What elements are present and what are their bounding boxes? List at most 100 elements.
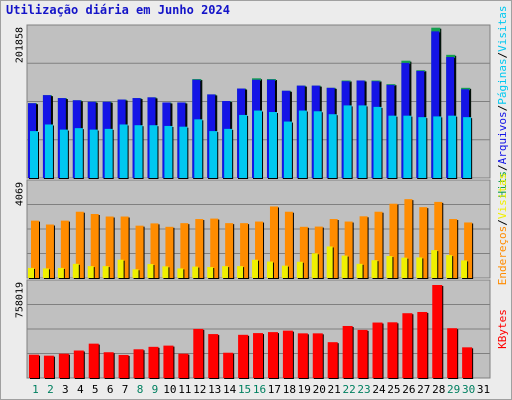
- bar-pages: [418, 117, 427, 178]
- bar-pages: [328, 114, 337, 178]
- bar-kbytes: [133, 349, 144, 378]
- bar-kbytes: [402, 313, 413, 378]
- bar-kbytes: [43, 355, 54, 378]
- x-tick-label: 8: [137, 383, 144, 396]
- bar-pages: [74, 128, 83, 178]
- bar-visits: [374, 211, 383, 278]
- bar-kbytes: [148, 346, 159, 378]
- legend-entry: Páginas: [496, 58, 509, 104]
- bar-pages: [89, 129, 98, 178]
- x-tick-label: 17: [268, 383, 281, 396]
- bar-pages: [433, 116, 442, 178]
- bar-visits: [389, 203, 398, 278]
- x-tick-label: 21: [328, 383, 341, 396]
- legend-entry: Visitas: [496, 5, 509, 51]
- bar-visits: [225, 223, 234, 278]
- right-legend-top: Hits/Arquivos/Páginas/Visitas: [496, 5, 509, 197]
- bar-kbytes: [387, 322, 398, 378]
- bar-addresses: [446, 255, 453, 278]
- bar-kbytes: [193, 328, 204, 378]
- bar-kbytes: [267, 332, 278, 378]
- bar-visits: [269, 206, 278, 278]
- bar-visits: [90, 214, 99, 278]
- bar-pages: [343, 105, 352, 178]
- bar-addresses: [132, 269, 139, 278]
- right-legend-middle: Endereços/Visitas: [496, 173, 509, 286]
- x-tick-label: 11: [178, 383, 191, 396]
- bar-visits: [434, 201, 443, 278]
- bar-addresses: [416, 257, 423, 278]
- bar-kbytes: [73, 350, 84, 378]
- bar-kbytes: [447, 328, 458, 378]
- bar-kbytes: [372, 322, 383, 378]
- bar-pages: [30, 131, 38, 178]
- bar-kbytes: [118, 354, 129, 378]
- chart-title: Utilização diária em Junho 2024: [6, 3, 230, 17]
- x-tick-label: 31: [477, 383, 490, 396]
- x-tick-label: 24: [372, 383, 386, 396]
- bar-pages: [298, 110, 307, 178]
- bar-pages: [403, 115, 412, 178]
- bar-visits: [419, 207, 428, 278]
- x-tick-label: 20: [313, 383, 326, 396]
- bar-kbytes: [103, 352, 114, 378]
- bar-addresses: [177, 268, 184, 278]
- x-tick-label: 14: [223, 383, 237, 396]
- y-tick-label-bottom: 758019: [15, 282, 26, 318]
- legend-entry: Endereços: [496, 226, 509, 286]
- bar-addresses: [237, 266, 244, 278]
- x-tick-label: 5: [92, 383, 99, 396]
- bar-pages: [149, 125, 158, 178]
- bar-kbytes: [58, 353, 69, 378]
- y-tick-label-top: 201858: [15, 27, 26, 63]
- bar-addresses: [162, 266, 169, 278]
- legend-entry: Arquivos: [496, 111, 509, 164]
- bar-pages: [164, 125, 173, 178]
- bar-addresses: [401, 257, 408, 278]
- legend-entry: /: [496, 52, 509, 59]
- bar-pages: [119, 124, 128, 178]
- bar-visits: [105, 216, 114, 278]
- bar-visits: [150, 223, 159, 278]
- x-tick-label: 19: [298, 383, 311, 396]
- right-legend-bottom: KBytes: [496, 309, 509, 349]
- legend-entry: /: [496, 105, 509, 112]
- bar-visits: [120, 216, 129, 278]
- x-tick-label: 7: [122, 383, 129, 396]
- x-tick-label: 15: [238, 383, 251, 396]
- bar-visits: [284, 211, 293, 278]
- x-tick-label: 29: [447, 383, 460, 396]
- bar-kbytes: [462, 347, 473, 378]
- x-tick-label: 1: [32, 383, 39, 396]
- bar-pages: [373, 106, 382, 178]
- bar-pages: [194, 119, 203, 178]
- x-tick-label: 26: [402, 383, 415, 396]
- bar-pages: [388, 115, 397, 178]
- bar-pages: [313, 111, 322, 178]
- bar-addresses: [341, 255, 348, 278]
- bar-kbytes: [312, 333, 323, 378]
- bar-addresses: [461, 260, 468, 278]
- x-tick-label: 28: [432, 383, 445, 396]
- x-tick-label: 22: [342, 383, 355, 396]
- bar-pages: [239, 114, 248, 178]
- bar-visits: [359, 216, 368, 278]
- bar-addresses: [222, 266, 229, 278]
- bar-addresses: [281, 265, 288, 278]
- x-tick-label: 10: [163, 383, 176, 396]
- bar-kbytes: [208, 334, 219, 378]
- bar-visits: [240, 223, 249, 278]
- bar-visits: [210, 218, 219, 278]
- bar-addresses: [371, 260, 378, 278]
- x-tick-label: 13: [208, 383, 221, 396]
- x-tick-label: 25: [387, 383, 400, 396]
- bar-visits: [404, 199, 413, 278]
- bar-addresses: [147, 264, 154, 278]
- bar-files: [431, 31, 440, 179]
- bar-kbytes: [88, 343, 99, 378]
- bar-visits: [449, 219, 458, 278]
- bar-kbytes: [178, 353, 189, 378]
- bar-addresses: [296, 261, 303, 278]
- bar-visits: [75, 211, 84, 278]
